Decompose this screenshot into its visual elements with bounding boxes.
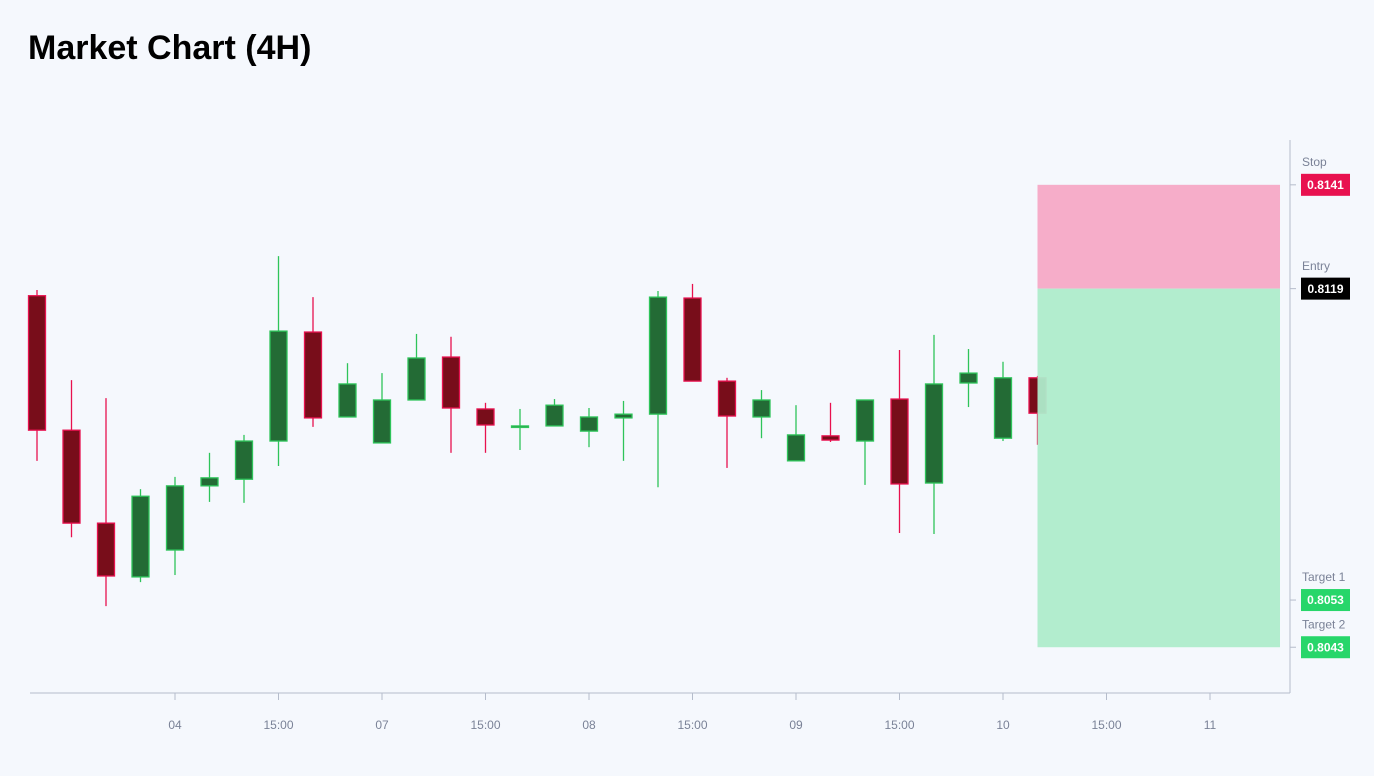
chart-title: Market Chart (4H): [28, 29, 311, 67]
level-badge: [1301, 173, 1350, 196]
candle-body: [993, 377, 1013, 439]
level-name: Target 2: [1302, 617, 1346, 631]
level-name: Entry: [1302, 259, 1330, 273]
x-tick-label: 15:00: [470, 718, 500, 732]
candle-body: [372, 399, 392, 444]
candle-body: [717, 380, 737, 417]
x-tick-label: 15:00: [263, 718, 293, 732]
level-value: 0.8053: [1307, 593, 1344, 607]
x-tick-label: 09: [789, 718, 803, 732]
candle-body: [752, 399, 771, 418]
x-tick-label: 10: [996, 718, 1010, 732]
candle-body: [821, 435, 840, 441]
candle-body: [476, 408, 495, 426]
candle-body: [269, 330, 288, 442]
candle-body: [683, 297, 702, 382]
level-value: 0.8141: [1307, 178, 1344, 192]
candle-body: [96, 522, 116, 577]
candle-body: [338, 383, 357, 418]
risk-zone: [1037, 184, 1280, 289]
reward-zone: [1037, 288, 1280, 648]
candle-body: [131, 495, 150, 578]
level-badge: [1301, 589, 1350, 612]
candle-body: [855, 399, 875, 442]
candle-body: [200, 477, 219, 487]
candle-body: [234, 440, 254, 480]
candle-body: [545, 404, 564, 427]
level-badge: [1301, 277, 1350, 300]
x-tick-label: 07: [375, 718, 389, 732]
x-tick-label: 15:00: [1091, 718, 1121, 732]
candle-body: [303, 331, 323, 419]
candle-body: [62, 429, 81, 524]
candle-body: [614, 413, 633, 419]
x-tick-label: 04: [168, 718, 182, 732]
candle-body: [407, 357, 426, 401]
candle-body: [27, 295, 47, 431]
level-badge: [1301, 636, 1350, 659]
candle-body: [441, 356, 461, 409]
level-name: Target 1: [1302, 570, 1346, 584]
level-value: 0.8043: [1307, 640, 1344, 654]
candle-body: [959, 372, 978, 384]
level-value: 0.8119: [1307, 282, 1343, 296]
candle-body: [786, 434, 806, 462]
candle-body: [165, 485, 185, 551]
candle-body: [890, 398, 909, 485]
x-tick-label: 15:00: [884, 718, 914, 732]
x-tick-label: 11: [1204, 718, 1217, 732]
candle-body: [924, 383, 944, 484]
candle-body: [579, 416, 599, 432]
candle-body: [510, 425, 530, 429]
x-tick-label: 08: [582, 718, 596, 732]
level-name: Stop: [1302, 155, 1327, 169]
x-tick-label: 15:00: [677, 718, 707, 732]
candle-body: [648, 296, 668, 415]
